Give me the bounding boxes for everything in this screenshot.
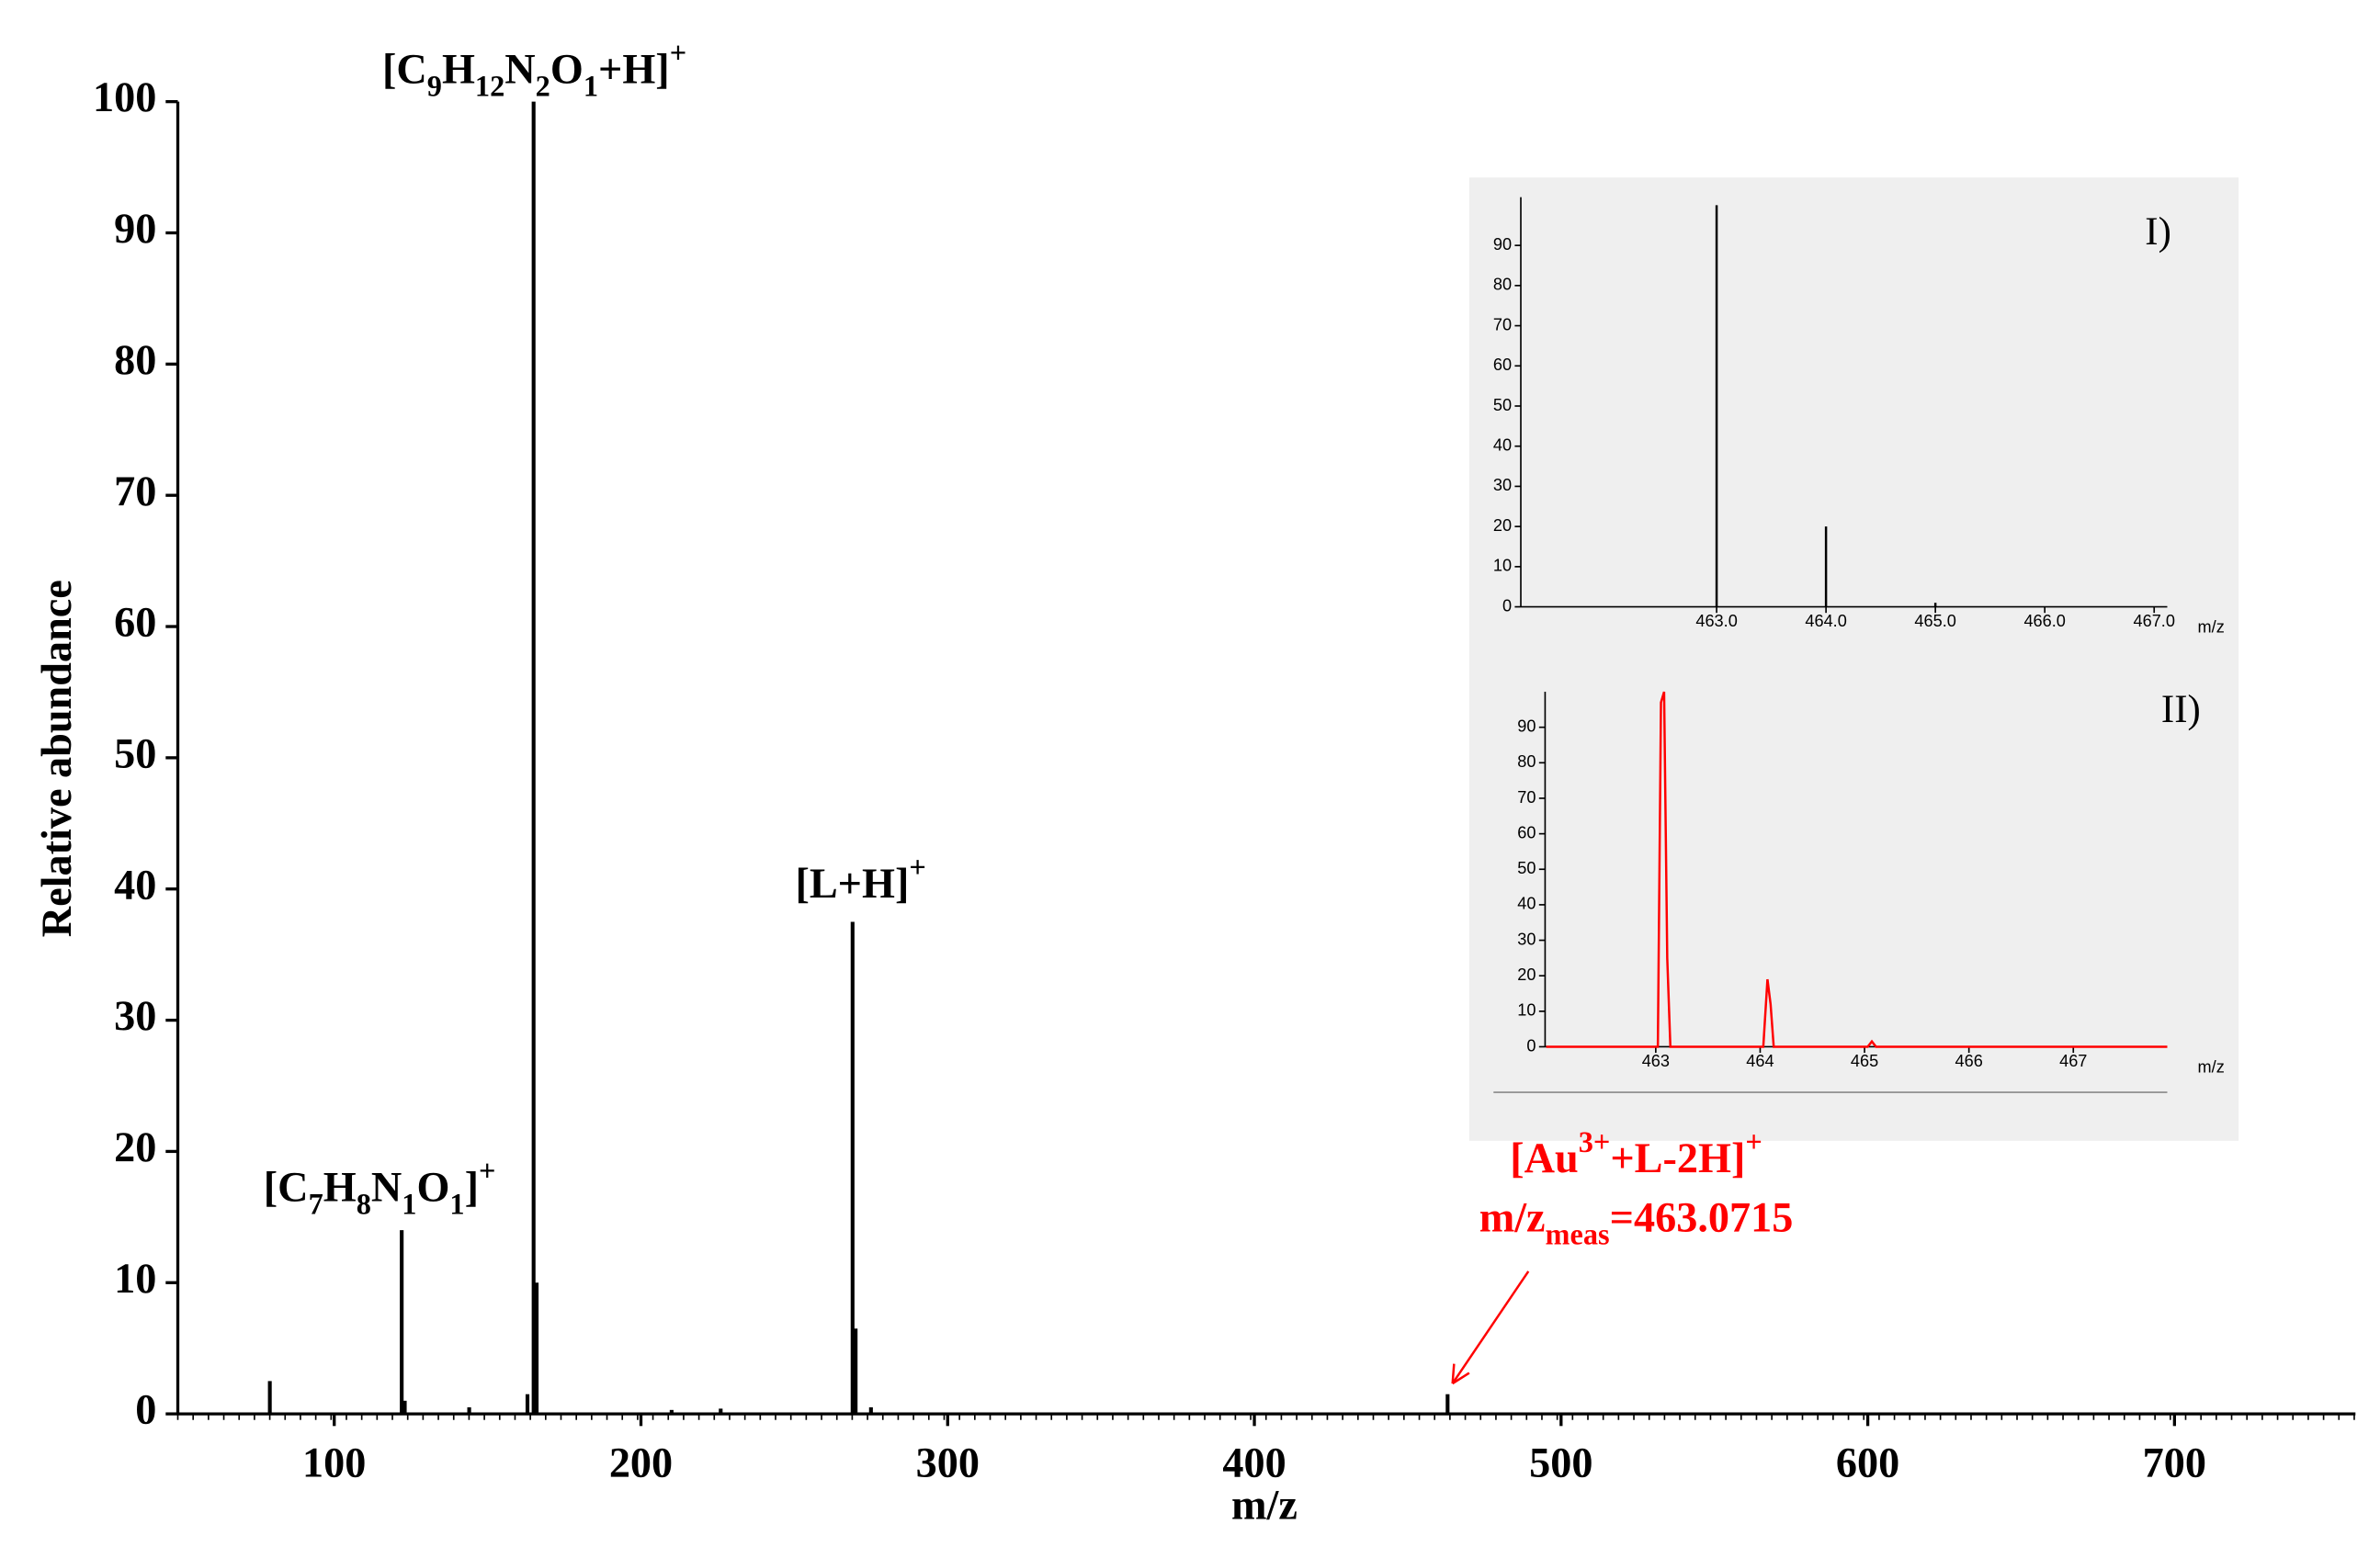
- annotation: [C7H8N1O1]+: [264, 1155, 496, 1221]
- y-tick-label: 80: [1517, 752, 1536, 771]
- y-tick-label: 70: [114, 468, 156, 514]
- y-tick-label: 40: [1493, 436, 1512, 455]
- y-tick-label: 90: [1517, 717, 1536, 735]
- x-tick-label: 300: [916, 1439, 980, 1486]
- x-tick-label: 600: [1836, 1439, 1899, 1486]
- y-tick-label: 20: [1517, 965, 1536, 984]
- annotation: [C9H12N2O1+H]+: [382, 37, 686, 103]
- y-tick-label: 60: [114, 599, 156, 646]
- y-tick-label: 0: [1526, 1036, 1536, 1055]
- y-tick-label: 10: [114, 1255, 156, 1302]
- x-tick-label: 463: [1642, 1052, 1670, 1070]
- spectrum-line: [1546, 691, 2168, 1048]
- y-tick-label: 40: [1517, 895, 1536, 913]
- annotation-arrowhead: [1451, 1363, 1470, 1385]
- x-tick-label: 467: [2059, 1052, 2087, 1070]
- x-tick-label: 465: [1851, 1052, 1878, 1070]
- x-tick-label: 464: [1746, 1052, 1774, 1070]
- y-tick-label: 10: [1493, 557, 1512, 575]
- x-tick-label: 100: [302, 1439, 366, 1486]
- y-tick-label: 70: [1517, 788, 1536, 807]
- y-tick-label: 90: [114, 205, 156, 252]
- y-tick-label: 30: [1517, 930, 1536, 948]
- x-tick-label: 400: [1222, 1439, 1286, 1486]
- y-tick-label: 20: [1493, 516, 1512, 535]
- y-tick-label: 10: [1517, 1001, 1536, 1020]
- y-tick-label: 80: [114, 336, 156, 383]
- y-tick-label: 0: [135, 1386, 156, 1433]
- inset-background: [1468, 177, 2239, 1141]
- x-tick-label: 466.0: [2023, 612, 2065, 630]
- annotation-arrow: [1451, 1270, 1530, 1384]
- y-tick-label: 90: [1493, 235, 1512, 254]
- y-tick-label: 20: [114, 1123, 156, 1170]
- inset-x-label: m/z: [2198, 617, 2225, 636]
- x-tick-label: 467.0: [2134, 612, 2175, 630]
- x-tick-label: 466: [1955, 1052, 1983, 1070]
- annotation: [Au3++L-2H]+: [1510, 1125, 1762, 1180]
- y-tick-label: 80: [1493, 276, 1512, 294]
- inset-x-label: m/z: [2198, 1057, 2225, 1076]
- y-tick-label: 50: [114, 729, 156, 776]
- annotation: [L+H]+: [795, 851, 925, 906]
- x-tick-label: 465.0: [1914, 612, 1955, 630]
- x-tick-label: 700: [2143, 1439, 2206, 1486]
- x-tick-label: 500: [1529, 1439, 1592, 1486]
- x-tick-label: 463.0: [1695, 612, 1737, 630]
- y-tick-label: 30: [114, 992, 156, 1039]
- inset-title: II): [2161, 688, 2201, 731]
- y-tick-label: 60: [1517, 823, 1536, 841]
- y-tick-label: 60: [1493, 356, 1512, 374]
- y-tick-label: 70: [1493, 315, 1512, 333]
- y-tick-label: 100: [93, 73, 156, 120]
- x-tick-label: 200: [609, 1439, 673, 1486]
- y-tick-label: 50: [1493, 396, 1512, 414]
- y-tick-label: 0: [1502, 596, 1512, 615]
- x-axis-label: m/z: [1231, 1482, 1298, 1529]
- y-tick-label: 50: [1517, 859, 1536, 877]
- x-tick-label: 464.0: [1805, 612, 1846, 630]
- y-tick-label: 30: [1493, 476, 1512, 494]
- y-axis-label: Relative abundance: [33, 580, 80, 937]
- annotation: m/zmeas=463.0715: [1479, 1193, 1794, 1251]
- inset-title: I): [2145, 210, 2171, 254]
- y-tick-label: 40: [114, 861, 156, 908]
